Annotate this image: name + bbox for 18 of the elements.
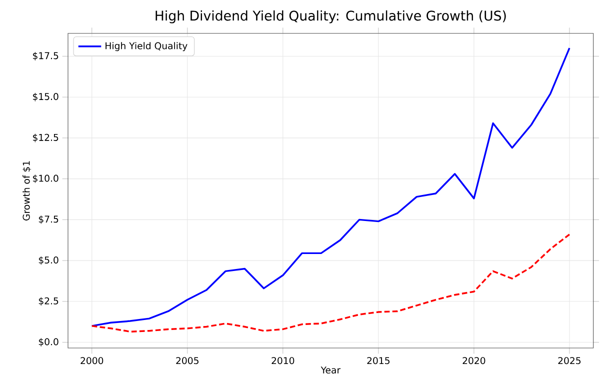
x-tick-label: 2000 <box>80 357 104 364</box>
y-tick-label: $10.0 <box>33 174 58 184</box>
y-tick-label: $0.0 <box>38 338 58 347</box>
y-tick-label: $5.0 <box>38 256 58 265</box>
x-tick-label: 2010 <box>272 357 294 364</box>
y-tick-label: $17.5 <box>33 52 58 60</box>
chart-title: High Dividend Yield Quality: Cumulative Growth (US) <box>156 10 506 24</box>
y-tick-label: $15.0 <box>33 92 58 102</box>
legend-label: High Yield Quality <box>106 42 188 52</box>
x-tick-label: 2020 <box>462 357 486 364</box>
y-tick-label: $2.5 <box>38 297 58 306</box>
y-tick-label: $7.5 <box>38 215 58 224</box>
x-tick-label: 2005 <box>176 357 198 364</box>
x-tick-label: 2015 <box>367 357 390 364</box>
x-tick-label: 2025 <box>558 357 581 364</box>
y-axis-title: Growth of $1 <box>22 161 32 220</box>
y-tick-label: $12.5 <box>33 134 58 142</box>
x-axis-title: Year <box>320 366 341 374</box>
